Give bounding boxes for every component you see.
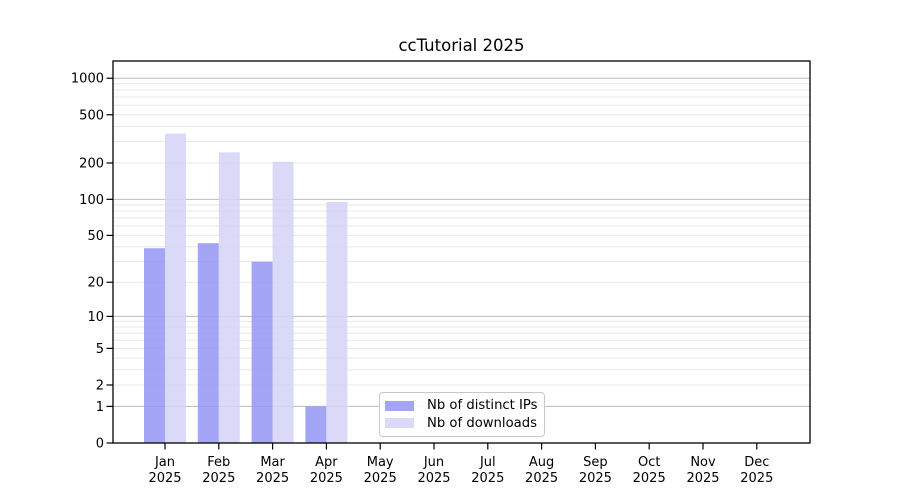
- x-tick-label-year-may: 2025: [364, 471, 397, 486]
- x-tick-label-year-apr: 2025: [310, 471, 343, 486]
- bar-feb-distinct-ips: [197, 243, 219, 443]
- y-tick-label-100: 100: [79, 193, 104, 208]
- tick-marks: [106, 77, 758, 450]
- x-tick-label-month-apr: Apr: [315, 455, 338, 470]
- bars-group: [144, 133, 348, 444]
- bar-mar-distinct-ips: [251, 261, 273, 443]
- x-tick-label-month-may: May: [367, 455, 394, 470]
- x-tick-label-month-mar: Mar: [260, 455, 285, 470]
- axes-spines: [112, 60, 811, 444]
- y-axis-tick-labels: 0 1 2 5 10 20 50 100 200 500 1000: [71, 72, 104, 452]
- y-tick-label-10: 10: [87, 310, 104, 325]
- legend-item-downloads: Nb of downloads: [385, 415, 538, 431]
- x-tick-label-month-jan: Jan: [154, 455, 175, 470]
- y-tick-label-500: 500: [79, 108, 104, 123]
- bar-jan-distinct-ips: [144, 248, 165, 443]
- x-tick-label-year-jul: 2025: [471, 471, 504, 486]
- y-tick-label-1000: 1000: [71, 72, 104, 87]
- y-tick-label-50: 50: [87, 229, 104, 244]
- x-tick-label-month-jul: Jul: [479, 455, 496, 470]
- x-tick-label-year-jun: 2025: [417, 471, 450, 486]
- x-tick-label-month-feb: Feb: [207, 455, 230, 470]
- bar-jan-downloads: [165, 133, 186, 444]
- x-tick-label-month-jun: Jun: [423, 455, 444, 470]
- x-tick-label-year-oct: 2025: [633, 471, 666, 486]
- x-axis-tick-labels: Jan2025Feb2025Mar2025Apr2025May2025Jun20…: [148, 455, 773, 486]
- x-tick-label-month-dec: Dec: [744, 455, 769, 470]
- x-tick-label-year-mar: 2025: [256, 471, 289, 486]
- bar-mar-downloads: [272, 161, 294, 443]
- legend-label-distinct-ips: Nb of distinct IPs: [427, 398, 538, 414]
- legend-item-distinct-ips: Nb of distinct IPs: [385, 399, 538, 412]
- x-tick-label-year-aug: 2025: [525, 471, 558, 486]
- y-tick-label-200: 200: [79, 156, 104, 171]
- x-tick-label-year-jan: 2025: [148, 471, 181, 486]
- y-tick-label-2: 2: [96, 378, 104, 393]
- legend-swatch-downloads: [385, 418, 414, 429]
- x-tick-label-month-nov: Nov: [690, 455, 716, 470]
- bar-apr-distinct-ips: [305, 406, 327, 443]
- x-tick-label-month-sep: Sep: [583, 455, 608, 470]
- bar-feb-downloads: [218, 152, 240, 444]
- x-tick-label-month-oct: Oct: [638, 455, 660, 470]
- legend: Nb of distinct IPs Nb of downloads: [379, 392, 545, 437]
- x-tick-label-year-sep: 2025: [579, 471, 612, 486]
- x-tick-label-year-nov: 2025: [686, 471, 719, 486]
- x-tick-label-year-feb: 2025: [202, 471, 235, 486]
- y-tick-label-5: 5: [96, 342, 104, 357]
- y-tick-label-20: 20: [87, 276, 104, 291]
- legend-label-downloads: Nb of downloads: [427, 415, 537, 431]
- bar-apr-downloads: [326, 202, 348, 443]
- y-tick-label-1: 1: [96, 400, 104, 415]
- legend-swatch-distinct-ips: [385, 400, 414, 411]
- y-tick-label-0: 0: [96, 437, 104, 452]
- x-tick-label-month-aug: Aug: [529, 455, 554, 470]
- plot-border: [112, 60, 811, 444]
- x-tick-label-year-dec: 2025: [740, 471, 773, 486]
- chart-title: ccTutorial 2025: [398, 36, 525, 55]
